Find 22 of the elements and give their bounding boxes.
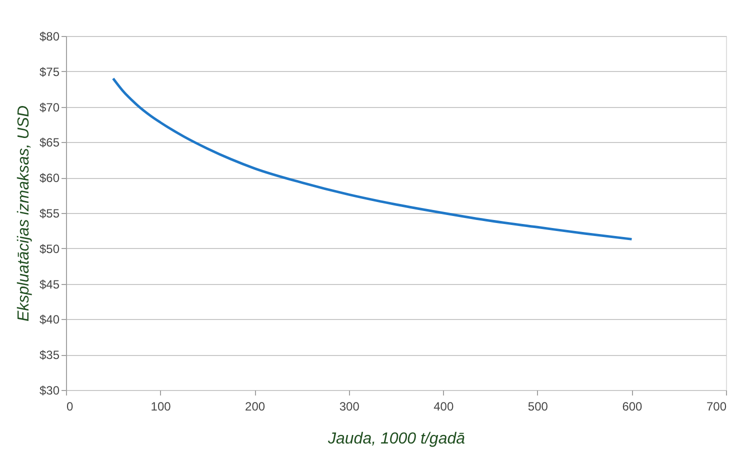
x-tick-label: 500: [528, 400, 548, 414]
x-tick-label: 300: [339, 400, 360, 414]
y-tick-label: $55: [39, 206, 60, 220]
x-tick-label: 400: [434, 400, 454, 414]
x-axis-title: Jauda, 1000 t/gadā: [326, 430, 466, 448]
x-tick-label: 100: [150, 400, 172, 414]
y-tick-label: $50: [39, 242, 60, 256]
y-tick-label: $35: [39, 348, 60, 362]
x-tick-label: 700: [706, 400, 727, 414]
line-series: [112, 77, 633, 240]
y-tick-label: $45: [39, 277, 60, 292]
y-tick-label: $60: [39, 171, 60, 186]
y-tick-label: $75: [39, 64, 60, 79]
x-tick-label: 0: [66, 400, 74, 414]
y-tick-label: $40: [39, 312, 60, 327]
y-tick-label: $30: [39, 384, 60, 398]
y-tick-label: $65: [39, 136, 60, 150]
y-tick-label: $70: [39, 100, 60, 114]
x-tick-label: 600: [622, 400, 643, 414]
y-tick-label: $80: [39, 30, 60, 44]
y-axis-title: Ekspluatācijas izmaksas, USD: [15, 105, 32, 322]
x-tick-label: 200: [245, 400, 266, 414]
